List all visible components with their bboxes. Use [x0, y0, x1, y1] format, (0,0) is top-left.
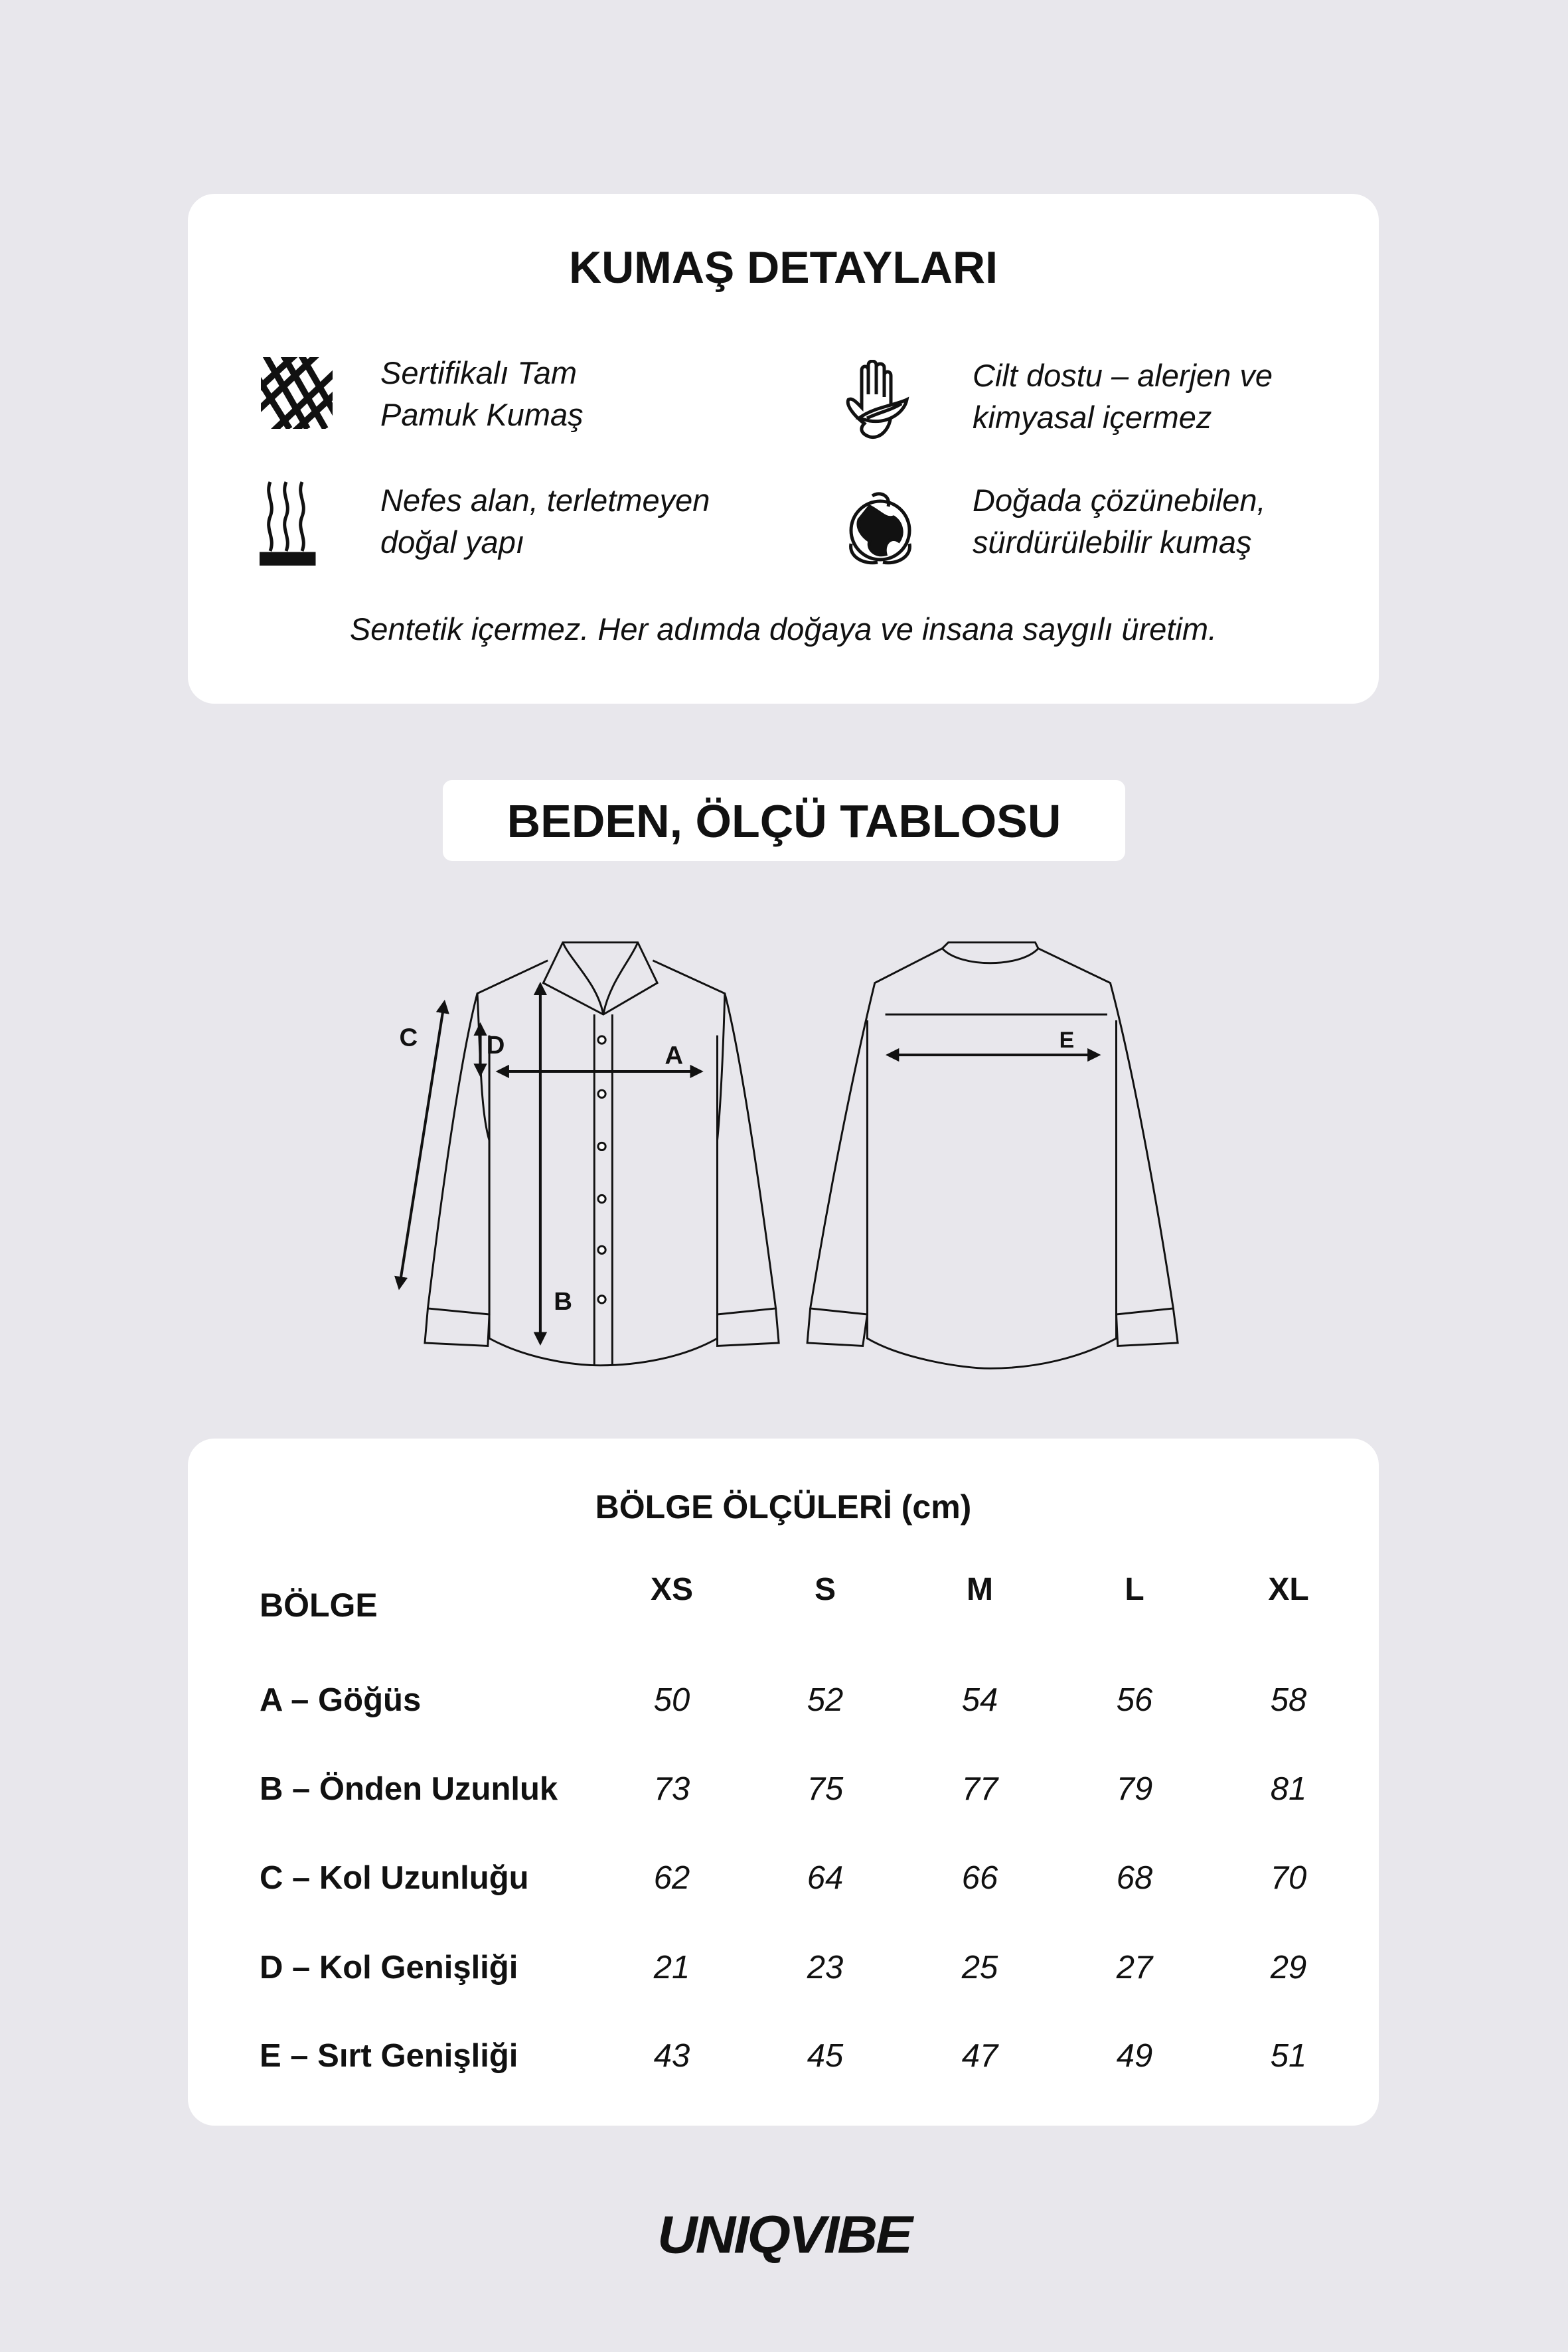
yarn-ball-icon [261, 357, 333, 429]
feature-line: doğal yapı [380, 524, 524, 560]
feature-breathable: Nefes alan, terletmeyen doğal yapı [380, 479, 710, 563]
size-m: M [967, 1572, 993, 1607]
table-cell: 27 [1116, 1950, 1153, 1986]
table-cell: 58 [1270, 1682, 1307, 1718]
label-b: B [554, 1287, 572, 1316]
table-cell: 81 [1270, 1771, 1307, 1807]
table-cell: 68 [1116, 1860, 1153, 1896]
table-cell: 25 [961, 1950, 998, 1986]
size-l: L [1125, 1572, 1144, 1607]
front-shirt [394, 941, 780, 1367]
row-header: BÖLGE [260, 1587, 378, 1624]
table-cell: 29 [1270, 1950, 1307, 1986]
fabric-details-card: KUMAŞ DETAYLARI Sertifikalı Tam Pamuk Ku… [188, 194, 1379, 704]
measurement-table-card: BÖLGE ÖLÇÜLERİ (cm) BÖLGE XS S M L XL A … [188, 1439, 1379, 2126]
row-label: E – Sırt Genişliği [260, 2038, 518, 2074]
back-shirt [806, 941, 1179, 1370]
feature-sustainable: Doğada çözünebilen, sürdürülebilir kumaş [973, 479, 1266, 563]
row-label: B – Önden Uzunluk [260, 1771, 558, 1807]
feature-line: Cilt dostu – alerjen ve [973, 358, 1273, 393]
feature-cotton: Sertifikalı Tam Pamuk Kumaş [380, 352, 584, 435]
table-cell: 64 [807, 1860, 844, 1896]
steam-fabric-icon [260, 481, 316, 566]
hand-leaf-icon [846, 360, 909, 439]
table-cell: 77 [961, 1771, 998, 1807]
table-cell: 56 [1116, 1682, 1153, 1718]
table-cell: 54 [961, 1682, 998, 1718]
feature-line: Pamuk Kumaş [380, 397, 584, 432]
fabric-details-title: KUMAŞ DETAYLARI [568, 242, 998, 293]
table-cell: 70 [1270, 1860, 1307, 1896]
label-d: D [487, 1031, 505, 1059]
label-c: C [400, 1024, 418, 1052]
table-title: BÖLGE ÖLÇÜLERİ (cm) [595, 1488, 972, 1526]
table-cell: 43 [653, 2038, 690, 2074]
uniqvibe-logo: UNIQVIBE [657, 2205, 913, 2264]
feature-line: Doğada çözünebilen, [973, 483, 1266, 518]
table-cell: 73 [653, 1771, 690, 1807]
table-cell: 50 [653, 1682, 690, 1718]
globe-hands-icon [849, 492, 911, 565]
row-label: D – Kol Genişliği [260, 1950, 518, 1986]
feature-line: kimyasal içermez [973, 400, 1212, 435]
label-a: A [665, 1042, 683, 1070]
shirt-measurement-diagram: C D A B E [394, 941, 1179, 1370]
fabric-note: Sentetik içermez. Her adımda doğaya ve i… [349, 611, 1217, 647]
size-chart-heading: BEDEN, ÖLÇÜ TABLOSU [443, 780, 1125, 861]
feature-line: Sertifikalı Tam [380, 355, 578, 390]
table-cell: 45 [807, 2038, 844, 2074]
table-cell: 47 [961, 2038, 998, 2074]
table-cell: 51 [1270, 2038, 1307, 2074]
feature-line: sürdürülebilir kumaş [973, 524, 1252, 560]
feature-skin-friendly: Cilt dostu – alerjen ve kimyasal içermez [973, 354, 1273, 438]
size-s: S [814, 1572, 836, 1607]
size-chart-title: BEDEN, ÖLÇÜ TABLOSU [507, 795, 1061, 847]
table-cell: 21 [653, 1950, 690, 1986]
label-e: E [1059, 1028, 1075, 1053]
table-cell: 79 [1116, 1771, 1153, 1807]
size-xl: XL [1268, 1572, 1309, 1607]
table-cell: 66 [961, 1860, 998, 1896]
table-cell: 75 [807, 1771, 844, 1807]
row-label: C – Kol Uzunluğu [260, 1860, 529, 1896]
row-label: A – Göğüs [260, 1682, 422, 1718]
table-cell: 49 [1116, 2038, 1153, 2074]
table-cell: 52 [807, 1682, 844, 1718]
table-cell: 23 [807, 1950, 844, 1986]
size-xs: XS [650, 1572, 694, 1607]
feature-line: Nefes alan, terletmeyen [380, 483, 710, 518]
table-cell: 62 [653, 1860, 690, 1896]
